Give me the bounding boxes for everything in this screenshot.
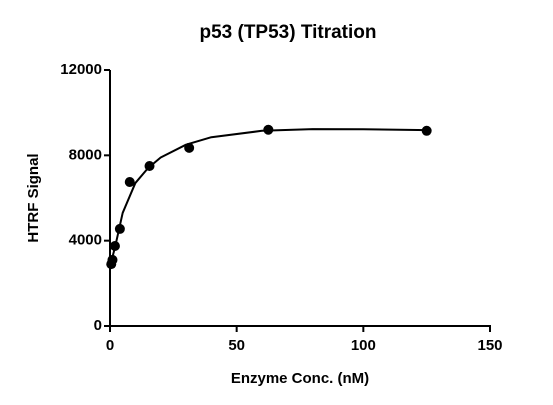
data-point [124,177,135,187]
x-tick-label: 50 [228,337,245,354]
x-tick-label: 100 [351,337,376,354]
chart-title: p53 (TP53) Titration [199,22,376,43]
data-point [421,125,432,136]
y-axis-label: HTRF Signal [25,153,42,242]
fit-curve [109,128,427,267]
y-tick-label: 12000 [60,61,102,78]
x-tick-label: 0 [106,337,114,354]
x-axis-label: Enzyme Conc. (nM) [231,370,369,387]
x-tick-label: 150 [477,337,502,354]
y-tick-label: 8000 [69,146,102,163]
y-tick-label: 0 [94,317,102,334]
y-tick-label: 4000 [69,232,102,249]
